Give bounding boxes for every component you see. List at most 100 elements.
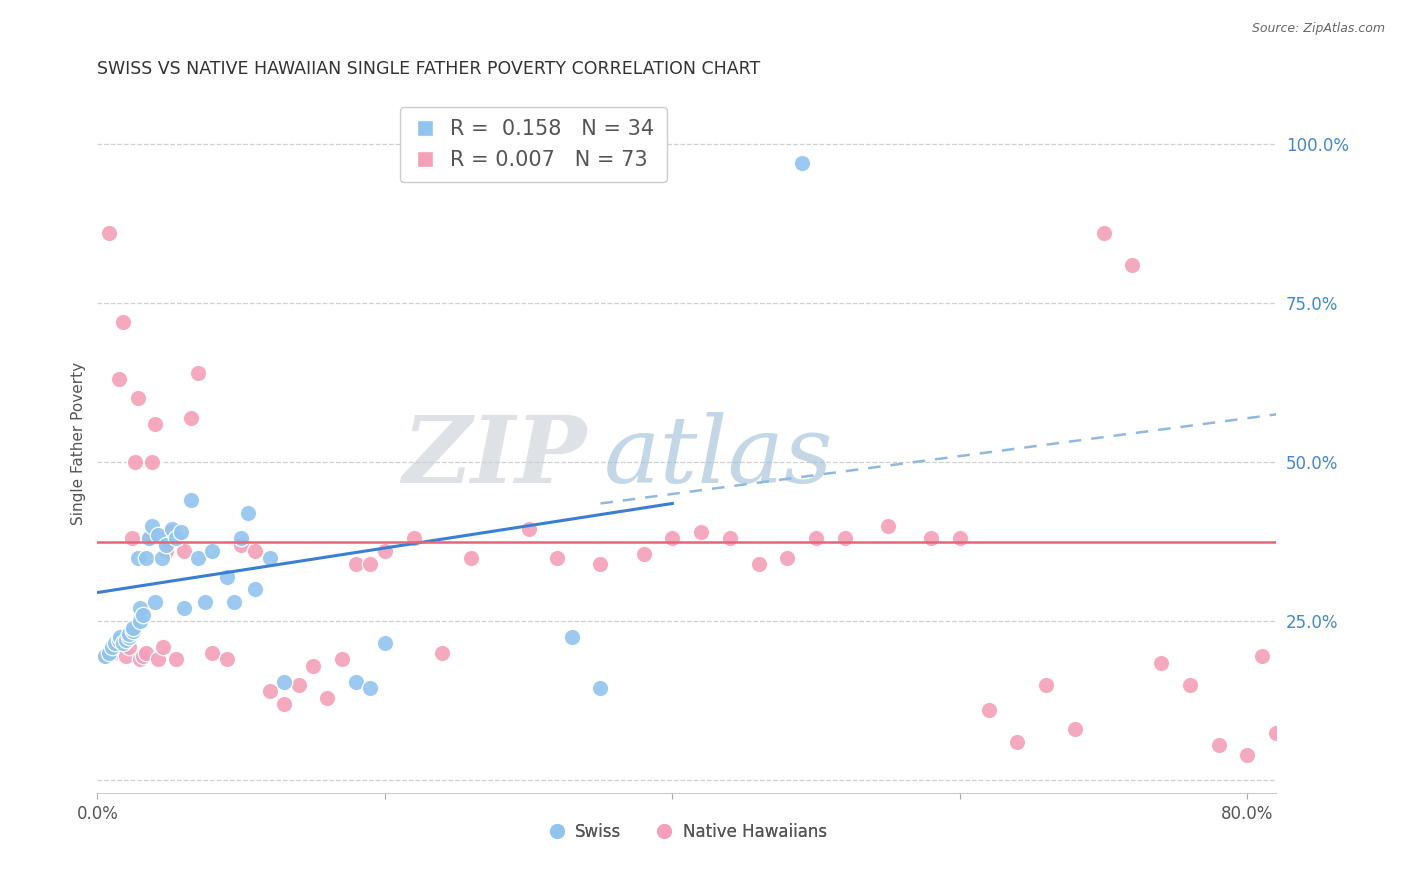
Point: [110, 630, 132, 644]
Point: [359, 681, 381, 695]
Point: [273, 697, 295, 711]
Point: [129, 614, 152, 628]
Point: [112, 636, 135, 650]
Point: [108, 372, 131, 386]
Point: [1208, 738, 1230, 752]
Point: [146, 652, 169, 666]
Point: [127, 392, 149, 406]
Point: [112, 315, 135, 329]
Point: [118, 630, 141, 644]
Point: [165, 652, 187, 666]
Point: [129, 652, 152, 666]
Point: [1150, 656, 1173, 670]
Point: [1092, 226, 1115, 240]
Point: [201, 646, 224, 660]
Point: [194, 595, 217, 609]
Point: [157, 525, 180, 540]
Point: [273, 674, 295, 689]
Point: [149, 532, 172, 546]
Point: [1178, 678, 1201, 692]
Point: [432, 646, 454, 660]
Point: [1121, 258, 1143, 272]
Point: [1265, 725, 1288, 739]
Point: [201, 544, 224, 558]
Point: [790, 156, 813, 170]
Point: [135, 646, 157, 660]
Point: [316, 690, 339, 705]
Point: [115, 633, 138, 648]
Point: [661, 532, 683, 546]
Point: [165, 532, 187, 546]
Point: [359, 557, 381, 571]
Point: [215, 652, 238, 666]
Point: [141, 455, 163, 469]
Point: [1294, 674, 1316, 689]
Point: [138, 532, 160, 546]
Point: [245, 582, 267, 597]
Point: [633, 547, 655, 561]
Point: [132, 649, 155, 664]
Point: [180, 493, 202, 508]
Point: [173, 601, 195, 615]
Point: [302, 658, 325, 673]
Point: [93, 649, 115, 664]
Text: atlas: atlas: [605, 412, 834, 502]
Point: [1236, 747, 1258, 762]
Point: [238, 506, 260, 520]
Point: [920, 532, 942, 546]
Point: [804, 532, 827, 546]
Point: [146, 528, 169, 542]
Point: [118, 627, 141, 641]
Point: [150, 550, 173, 565]
Point: [877, 518, 900, 533]
Point: [245, 544, 267, 558]
Point: [160, 522, 183, 536]
Point: [287, 678, 309, 692]
Point: [690, 525, 713, 540]
Point: [1250, 649, 1272, 664]
Point: [561, 630, 583, 644]
Point: [108, 633, 131, 648]
Text: SWISS VS NATIVE HAWAIIAN SINGLE FATHER POVERTY CORRELATION CHART: SWISS VS NATIVE HAWAIIAN SINGLE FATHER P…: [97, 60, 761, 78]
Point: [1007, 735, 1029, 749]
Point: [259, 550, 281, 565]
Point: [122, 624, 145, 638]
Point: [229, 532, 252, 546]
Point: [1063, 723, 1085, 737]
Point: [977, 703, 1000, 717]
Point: [187, 550, 209, 565]
Point: [222, 595, 245, 609]
Point: [138, 532, 160, 546]
Point: [115, 649, 138, 664]
Point: [143, 595, 166, 609]
Point: [517, 522, 540, 536]
Point: [215, 569, 238, 583]
Point: [229, 538, 252, 552]
Point: [100, 640, 122, 654]
Point: [1337, 729, 1360, 743]
Point: [589, 681, 612, 695]
Text: ZIP: ZIP: [402, 412, 586, 502]
Point: [776, 550, 799, 565]
Point: [155, 538, 177, 552]
Point: [589, 557, 612, 571]
Point: [104, 636, 127, 650]
Text: Source: ZipAtlas.com: Source: ZipAtlas.com: [1251, 22, 1385, 36]
Point: [546, 550, 568, 565]
Point: [344, 557, 367, 571]
Point: [97, 646, 120, 660]
Y-axis label: Single Father Poverty: Single Father Poverty: [72, 361, 86, 524]
Point: [127, 550, 149, 565]
Point: [718, 532, 741, 546]
Point: [949, 532, 972, 546]
Point: [180, 410, 202, 425]
Point: [135, 550, 157, 565]
Point: [104, 640, 127, 654]
Point: [100, 646, 122, 660]
Point: [141, 518, 163, 533]
Point: [748, 557, 770, 571]
Point: [1308, 525, 1330, 540]
Point: [1035, 678, 1057, 692]
Point: [402, 532, 425, 546]
Point: [834, 532, 856, 546]
